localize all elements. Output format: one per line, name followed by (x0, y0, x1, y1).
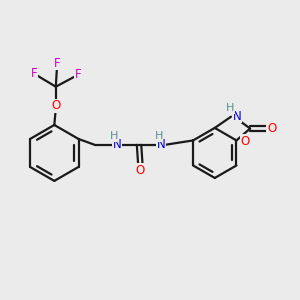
Text: N: N (157, 138, 165, 151)
Text: H: H (110, 131, 118, 141)
Text: H: H (226, 103, 234, 113)
Text: F: F (74, 68, 81, 81)
Text: F: F (54, 57, 61, 70)
Text: O: O (240, 135, 249, 148)
Text: O: O (51, 99, 60, 112)
Text: N: N (232, 110, 241, 123)
Text: N: N (112, 138, 121, 151)
Text: O: O (267, 122, 276, 135)
Text: O: O (136, 164, 145, 177)
Text: H: H (154, 131, 163, 141)
Text: F: F (30, 67, 37, 80)
